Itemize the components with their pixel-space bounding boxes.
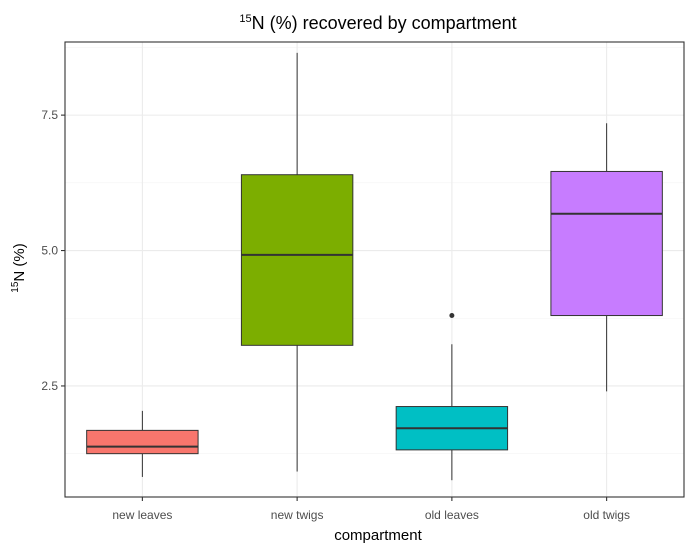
y-axis-title: 15N (%) [10,243,28,292]
x-tick-label: new twigs [271,508,324,522]
box-old-twigs [550,123,663,392]
chart-title-text: N (%) recovered by compartment [252,13,517,33]
y-axis: 2.5 5.0 7.5 [41,108,65,393]
box-series [86,52,663,481]
box-iqr [550,170,663,317]
box-new-twigs [240,52,354,472]
box-old-leaves [395,313,509,481]
panel-border [64,41,685,498]
x-tick-label: old leaves [425,508,479,522]
chart-title: 15N (%) recovered by compartment [239,13,516,33]
y-axis-title-superscript: 15 [10,281,21,293]
outlier-point [449,313,455,319]
x-axis-title: compartment [334,527,422,544]
chart-title-superscript: 15 [239,13,251,25]
plot-panel [64,41,685,498]
box-new-leaves [86,410,199,477]
y-tick-label: 2.5 [41,379,58,393]
x-tick-label: old twigs [583,508,630,522]
box-iqr [86,429,199,455]
y-tick-label: 7.5 [41,108,58,122]
x-tick-label: new leaves [112,508,172,522]
y-axis-title-text: N (%) [11,243,28,281]
box-iqr [240,174,354,346]
x-axis: new leaves new twigs old leaves old twigs [112,497,630,522]
y-tick-label: 5.0 [41,244,58,258]
